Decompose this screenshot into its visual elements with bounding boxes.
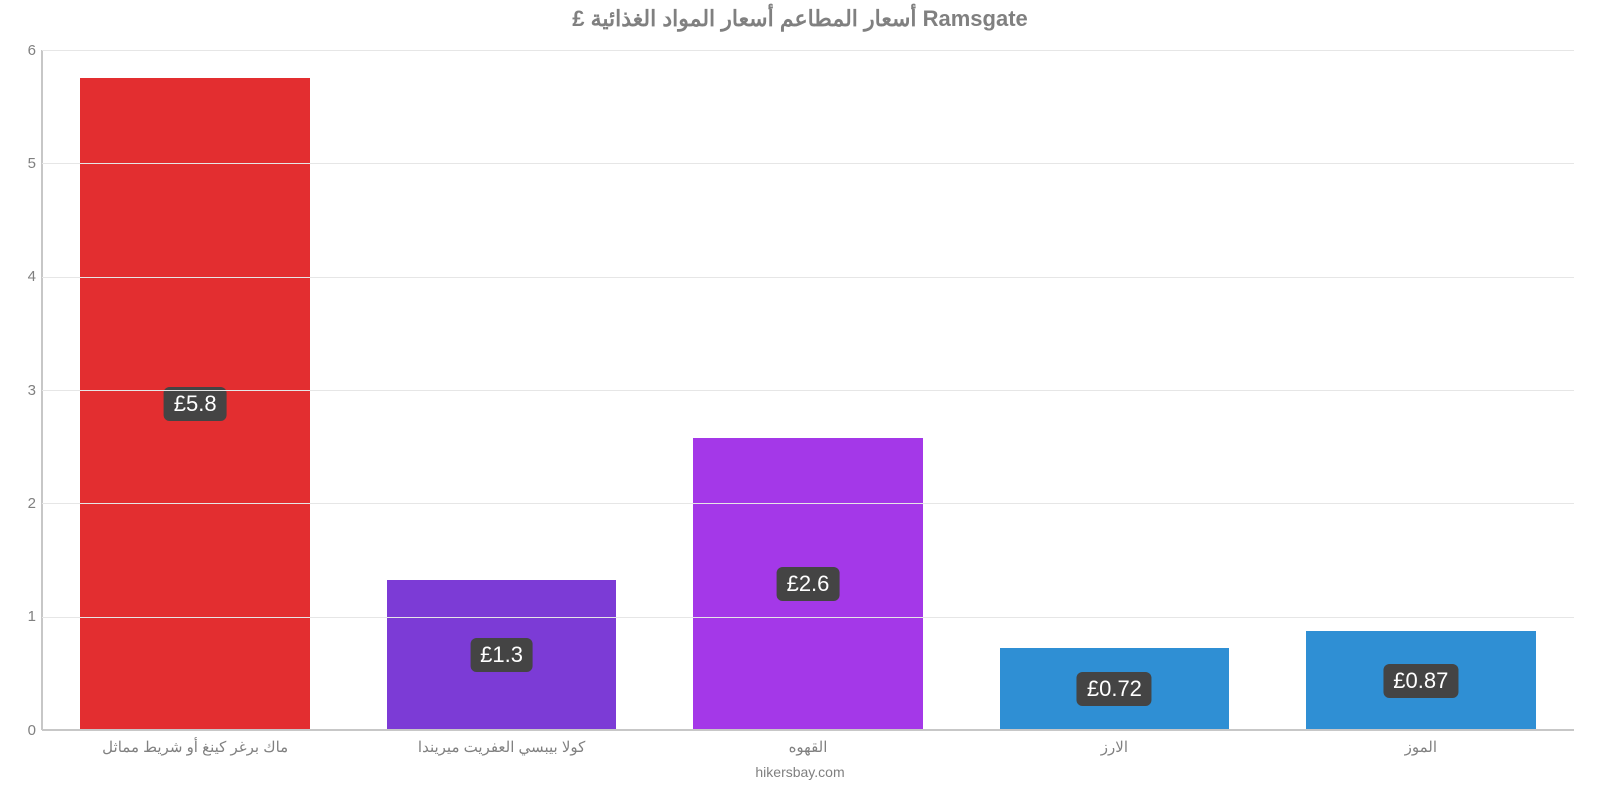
value-badge: £2.6 <box>777 567 840 601</box>
value-badge: £5.8 <box>164 387 227 421</box>
value-badge: £0.72 <box>1077 672 1152 706</box>
y-tick-label: 3 <box>12 382 36 399</box>
gridline <box>42 163 1574 164</box>
gridline <box>42 390 1574 391</box>
gridline <box>42 617 1574 618</box>
y-tick-label: 5 <box>12 155 36 172</box>
y-tick-label: 4 <box>12 268 36 285</box>
x-tick-label: كولا بيبسي العفريت ميريندا <box>418 738 585 756</box>
gridline <box>42 50 1574 51</box>
source-label: hikersbay.com <box>0 764 1600 780</box>
x-tick-label: القهوه <box>789 738 828 756</box>
y-tick-label: 6 <box>12 42 36 59</box>
value-badge: £0.87 <box>1383 664 1458 698</box>
y-tick-label: 0 <box>12 722 36 739</box>
x-tick-label: الموز <box>1405 738 1437 756</box>
y-tick-label: 1 <box>12 608 36 625</box>
chart-title: £ أسعار المطاعم أسعار المواد الغذائية Ra… <box>0 6 1600 32</box>
x-tick-label: ماك برغر كينغ أو شريط مماثل <box>102 738 288 756</box>
price-chart: £ أسعار المطاعم أسعار المواد الغذائية Ra… <box>0 0 1600 800</box>
x-tick-label: الارز <box>1101 738 1128 756</box>
y-tick-label: 2 <box>12 495 36 512</box>
x-axis-line <box>42 729 1574 731</box>
gridline <box>42 277 1574 278</box>
gridline <box>42 503 1574 504</box>
plot-area: £5.8 £1.3 £2.6 £0.72 £0.87 <box>42 50 1574 730</box>
value-badge: £1.3 <box>470 638 533 672</box>
